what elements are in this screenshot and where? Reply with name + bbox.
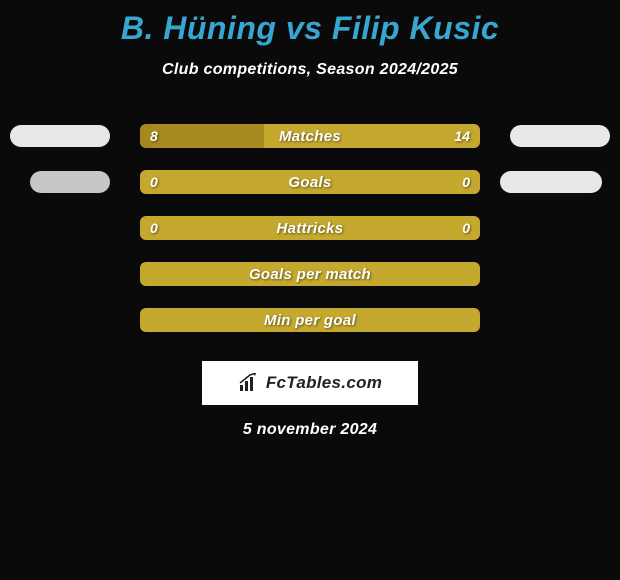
left-pill [30,171,110,193]
stat-bar: Goals0 0 [140,170,480,194]
page-title: B. Hüning vs Filip Kusic [0,0,620,47]
stat-rows: Matches814Goals00Hattricks00Goals per ma… [0,113,620,343]
stat-row: Goals per match [0,251,620,297]
date-text: 5 november 2024 [0,421,620,439]
stat-bar: Hattricks0 0 [140,216,480,240]
right-pill [500,171,602,193]
stat-row: Min per goal [0,297,620,343]
stat-label: Hattricks [140,216,480,240]
chart-icon [238,373,260,393]
right-pill [510,125,610,147]
stat-value-right: 0 [462,220,470,236]
brand-badge: FcTables.com [202,361,418,405]
stat-label: Goals [140,170,480,194]
stat-label: Matches [140,124,480,148]
stat-bar: Goals per match [140,262,480,286]
page-subtitle: Club competitions, Season 2024/2025 [0,61,620,79]
stat-value-left: 0 [150,220,158,236]
left-pill [10,125,110,147]
stat-row: Goals0 0 [0,159,620,205]
stat-value-left: 0 [150,174,158,190]
stat-bar: Min per goal [140,308,480,332]
stat-bar: Matches8 14 [140,124,480,148]
stat-row: Matches8 14 [0,113,620,159]
stat-label: Min per goal [140,308,480,332]
stat-value-right: 0 [462,174,470,190]
stat-label: Goals per match [140,262,480,286]
stat-row: Hattricks0 0 [0,205,620,251]
stat-value-left: 8 [150,128,158,144]
brand-text: FcTables.com [266,373,382,393]
stat-value-right: 14 [454,128,470,144]
